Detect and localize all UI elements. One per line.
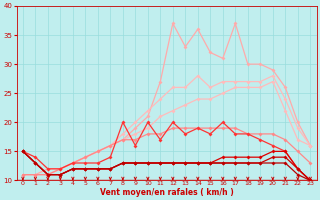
X-axis label: Vent moyen/en rafales ( km/h ): Vent moyen/en rafales ( km/h ) — [100, 188, 234, 197]
